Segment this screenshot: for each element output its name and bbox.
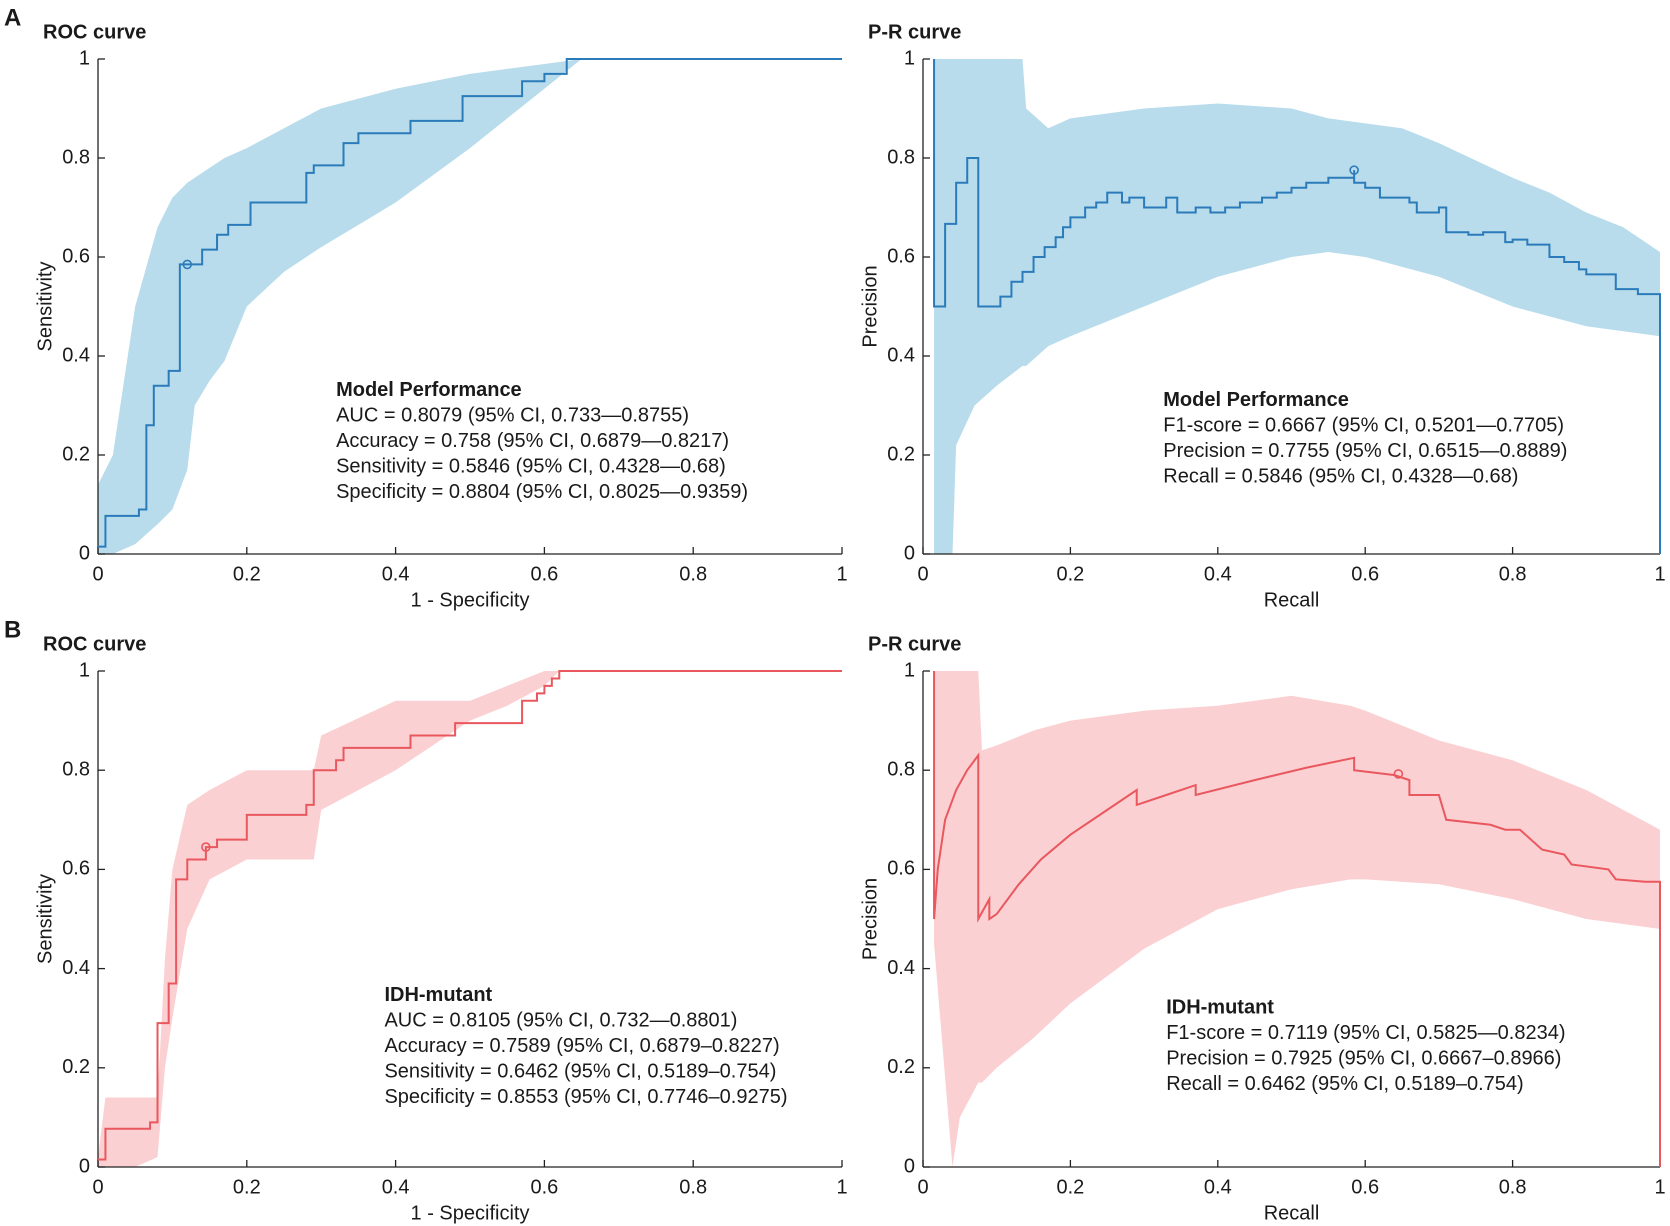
x-axis-label: 1 - Specificity: [411, 589, 530, 611]
x-tick-label: 1: [836, 563, 847, 585]
annotation-line: Sensitivity = 0.5846 (95% CI, 0.4328—0.6…: [336, 455, 726, 477]
y-tick-label: 1: [79, 47, 90, 69]
x-tick-label: 0.8: [1499, 1176, 1527, 1198]
x-tick-label: 0.4: [382, 1176, 410, 1198]
x-tick-label: 0: [917, 1176, 928, 1198]
y-tick-label: 0: [79, 542, 90, 564]
chart-title: P-R curve: [868, 21, 961, 43]
y-tick-label: 0.2: [887, 443, 915, 465]
annotation-title: IDH-mutant: [1166, 997, 1274, 1019]
operating-point: [182, 259, 193, 270]
x-axis-label: Recall: [1264, 589, 1320, 611]
y-axis-label: Sensitivity: [34, 261, 56, 351]
x-tick-label: 0.2: [233, 1176, 261, 1198]
y-tick-label: 0.8: [62, 758, 90, 780]
x-tick-label: 0.6: [1351, 563, 1379, 585]
x-axis-label: 1 - Specificity: [411, 1202, 530, 1224]
x-tick-label: 1: [836, 1176, 847, 1198]
chart-title: ROC curve: [43, 21, 146, 43]
operating-point: [201, 842, 211, 852]
curve: [98, 670, 842, 1161]
x-tick-label: 0.6: [1351, 1176, 1379, 1198]
x-tick-label: 0.6: [530, 1176, 558, 1198]
x-tick-label: 0.8: [1499, 563, 1527, 585]
y-tick-label: 0.8: [62, 146, 90, 168]
annotation-line: Accuracy = 0.7589 (95% CI, 0.6879–0.8227…: [384, 1035, 779, 1057]
x-axis-label: Recall: [1264, 1202, 1320, 1224]
y-tick-label: 0.4: [62, 344, 90, 366]
y-tick-label: 0.6: [62, 858, 90, 880]
confidence-band: [934, 671, 1660, 1167]
x-tick-label: 0.2: [233, 563, 261, 585]
x-tick-label: 0: [917, 563, 928, 585]
x-tick-label: 0.8: [679, 1176, 707, 1198]
y-axis-label: Precision: [859, 878, 881, 960]
y-tick-label: 0.6: [62, 245, 90, 267]
y-tick-label: 0.4: [62, 957, 90, 979]
y-tick-label: 0.6: [887, 858, 915, 880]
x-tick-label: 1: [1654, 563, 1665, 585]
annotation-line: Precision = 0.7755 (95% CI, 0.6515—0.888…: [1163, 440, 1567, 462]
x-tick-label: 0.2: [1056, 1176, 1084, 1198]
y-tick-label: 0.2: [887, 1056, 915, 1078]
y-tick-label: 1: [904, 659, 915, 681]
y-axis-label: Precision: [859, 265, 881, 347]
confidence-band: [98, 59, 842, 554]
y-tick-label: 0.4: [887, 344, 915, 366]
x-tick-label: 0.8: [679, 563, 707, 585]
annotation-title: IDH-mutant: [384, 984, 492, 1006]
x-tick-label: 1: [1654, 1176, 1665, 1198]
annotation-line: Specificity = 0.8553 (95% CI, 0.7746–0.9…: [384, 1086, 787, 1108]
y-tick-label: 0: [79, 1155, 90, 1177]
annotation-line: Precision = 0.7925 (95% CI, 0.6667–0.896…: [1166, 1048, 1561, 1070]
x-tick-label: 0: [92, 563, 103, 585]
annotation-line: AUC = 0.8105 (95% CI, 0.732—0.8801): [384, 1010, 737, 1032]
annotation-line: Recall = 0.5846 (95% CI, 0.4328—0.68): [1163, 465, 1518, 487]
y-tick-label: 0.2: [62, 443, 90, 465]
y-tick-label: 0: [904, 542, 915, 564]
annotation-line: Specificity = 0.8804 (95% CI, 0.8025—0.9…: [336, 481, 748, 503]
x-tick-label: 0.2: [1056, 563, 1084, 585]
curve: [933, 671, 1661, 1167]
chart-title: P-R curve: [868, 633, 961, 655]
y-tick-label: 0.8: [887, 758, 915, 780]
y-tick-label: 0.4: [887, 957, 915, 979]
panel-label: A: [4, 4, 21, 31]
curve: [933, 59, 1661, 554]
y-tick-label: 1: [904, 47, 915, 69]
chart-title: ROC curve: [43, 633, 146, 655]
x-tick-label: 0.4: [1204, 1176, 1232, 1198]
operating-point: [1349, 165, 1359, 175]
confidence-band: [934, 59, 1660, 554]
y-tick-label: 0.6: [887, 245, 915, 267]
y-tick-label: 0: [904, 1155, 915, 1177]
annotation-line: F1-score = 0.6667 (95% CI, 0.5201—0.7705…: [1163, 414, 1564, 436]
annotation-title: Model Performance: [1163, 389, 1349, 411]
annotation-title: Model Performance: [336, 379, 522, 401]
y-axis-label: Sensitivity: [34, 874, 56, 964]
operating-point: [1393, 769, 1404, 779]
x-tick-label: 0.4: [382, 563, 410, 585]
y-tick-label: 0.2: [62, 1056, 90, 1078]
annotation-line: Accuracy = 0.758 (95% CI, 0.6879—0.8217): [336, 430, 729, 452]
y-tick-label: 1: [79, 659, 90, 681]
annotation-line: Recall = 0.6462 (95% CI, 0.5189–0.754): [1166, 1073, 1523, 1095]
confidence-band: [98, 671, 842, 1167]
x-tick-label: 0.6: [530, 563, 558, 585]
x-tick-label: 0: [92, 1176, 103, 1198]
annotation-line: AUC = 0.8079 (95% CI, 0.733—0.8755): [336, 404, 689, 426]
y-tick-label: 0.8: [887, 146, 915, 168]
annotation-line: F1-score = 0.7119 (95% CI, 0.5825—0.8234…: [1166, 1022, 1565, 1044]
x-tick-label: 0.4: [1204, 563, 1232, 585]
annotation-line: Sensitivity = 0.6462 (95% CI, 0.5189–0.7…: [384, 1061, 776, 1083]
panel-label: B: [4, 616, 21, 643]
curve: [98, 58, 842, 548]
